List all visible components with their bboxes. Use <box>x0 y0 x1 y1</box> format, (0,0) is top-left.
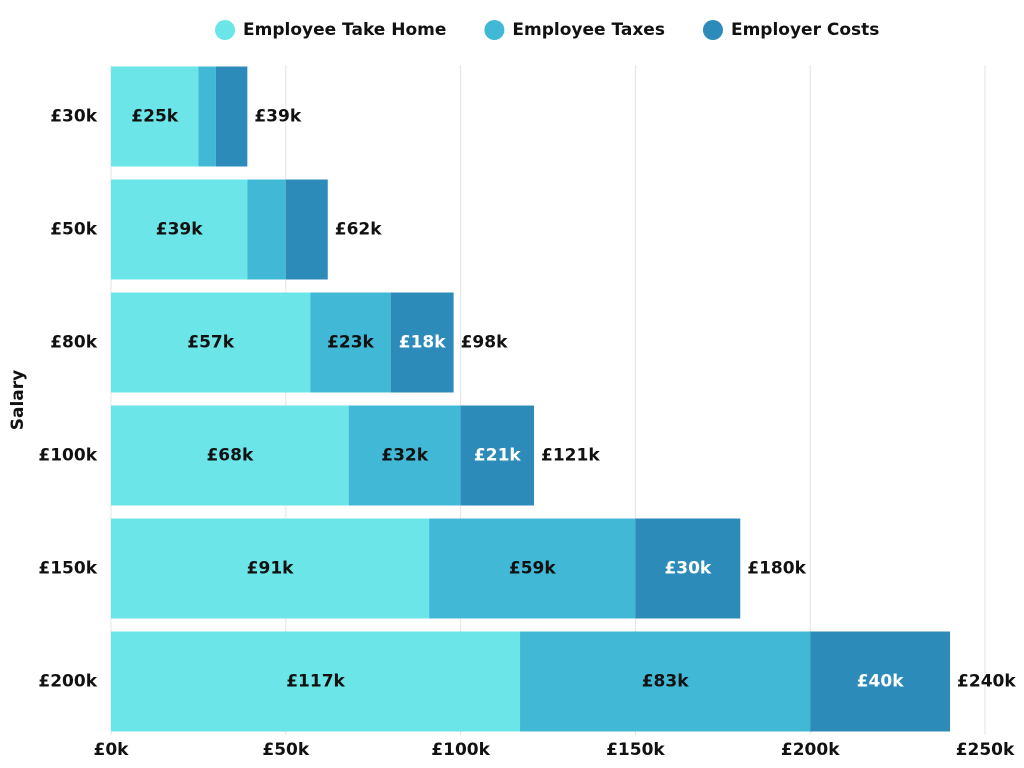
bar-segment <box>111 405 349 506</box>
bar-segment <box>429 518 636 619</box>
y-tick-label: £200k <box>38 672 97 692</box>
bar-segment <box>348 405 461 506</box>
legend-label: Employee Take Home <box>243 20 446 40</box>
bar-segment <box>111 292 311 393</box>
total-label: £62k <box>335 220 382 240</box>
bar-segment <box>390 292 454 393</box>
value-label: £83k <box>642 672 689 692</box>
bar-segment <box>198 66 216 167</box>
y-tick-label: £100k <box>38 446 97 466</box>
x-tick-label: £50k <box>262 740 309 760</box>
legend-label: Employee Taxes <box>512 20 665 40</box>
total-label: £180k <box>747 559 806 579</box>
bar-segment <box>111 518 430 619</box>
value-label: £57k <box>187 333 234 353</box>
x-tick-label: £250k <box>956 740 1015 760</box>
bar-segment <box>111 179 248 280</box>
total-label: £240k <box>957 672 1016 692</box>
bar-segment <box>460 405 535 506</box>
total-label: £121k <box>541 446 600 466</box>
value-label: £40k <box>857 672 904 692</box>
legend-swatch <box>484 20 505 40</box>
bar-segment <box>810 631 951 732</box>
y-tick-label: £30k <box>50 107 97 127</box>
bar-segment <box>520 631 811 732</box>
x-tick-label: £150k <box>606 740 665 760</box>
value-label: £23k <box>327 333 374 353</box>
bar-segment <box>247 179 286 280</box>
value-label: £117k <box>286 672 345 692</box>
total-label: £98k <box>461 333 508 353</box>
y-tick-label: £80k <box>50 333 97 353</box>
value-label: £68k <box>206 446 253 466</box>
value-label: £21k <box>474 446 521 466</box>
y-tick-label: £150k <box>38 559 97 579</box>
bar-segment <box>111 66 199 167</box>
y-tick-label: £50k <box>50 220 97 240</box>
value-label: £18k <box>399 333 446 353</box>
value-label: £32k <box>381 446 428 466</box>
bar-segment <box>285 179 328 280</box>
value-label: £91k <box>247 559 294 579</box>
x-tick-label: £100k <box>431 740 490 760</box>
legend-swatch <box>702 20 723 40</box>
value-label: £39k <box>156 220 203 240</box>
value-label: £30k <box>664 559 711 579</box>
legend-swatch <box>215 20 235 40</box>
bar-segment <box>111 631 521 732</box>
x-tick-label: £0k <box>94 740 130 760</box>
y-axis-title: Salary <box>8 370 28 430</box>
total-label: £39k <box>254 107 301 127</box>
bar-segment <box>310 292 391 393</box>
value-label: £59k <box>509 559 556 579</box>
bar-segment <box>635 518 741 619</box>
x-tick-label: £200k <box>781 740 840 760</box>
value-label: £25k <box>131 107 178 127</box>
legend-label: Employer Costs <box>731 20 879 40</box>
bar-segment <box>215 66 248 167</box>
